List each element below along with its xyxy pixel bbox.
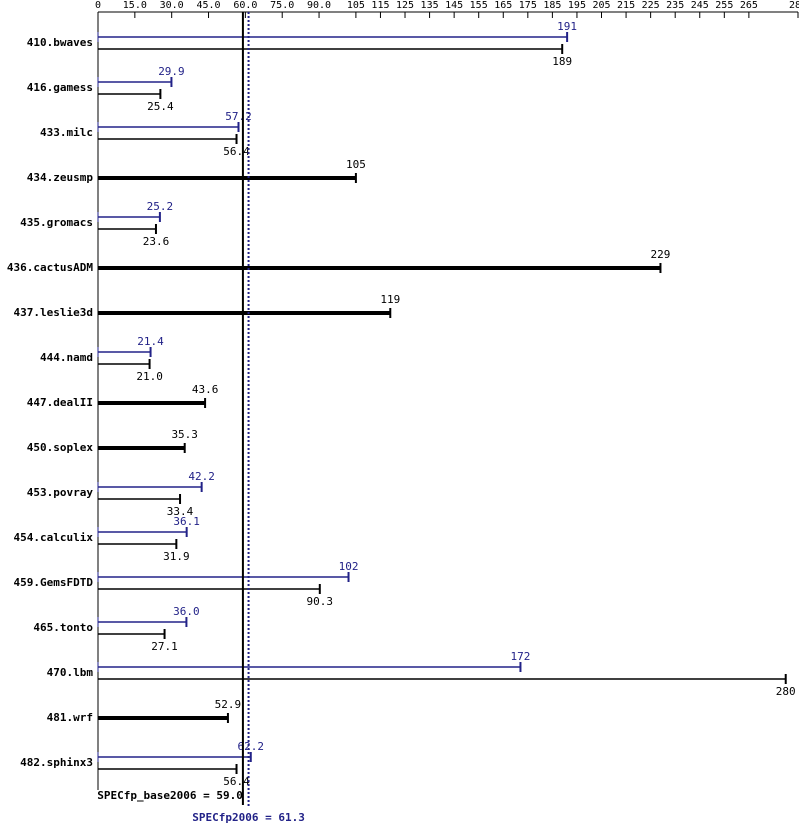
value-label: 90.3 [307,595,334,608]
category-label: 437.leslie3d [14,306,93,319]
category-label: 447.dealII [27,396,93,409]
value-label: 25.2 [147,200,174,213]
value-label: 280 [776,685,796,698]
x-tick-label: 175 [519,0,537,11]
value-label: 56.4 [223,775,250,788]
x-tick-label: 145 [445,0,463,11]
category-label: 459.GemsFDTD [14,576,94,589]
base-score-label: SPECfp_base2006 = 59.0 [97,789,243,802]
x-tick-label: 255 [715,0,733,11]
x-tick-label: 285 [789,0,799,11]
x-tick-label: 135 [421,0,439,11]
peak-score-label: SPECfp2006 = 61.3 [192,811,305,824]
value-label: 102 [339,560,359,573]
x-tick-label: 0 [95,0,101,11]
category-label: 434.zeusmp [27,171,94,184]
x-tick-label: 215 [617,0,635,11]
x-tick-label: 245 [691,0,709,11]
value-label: 43.6 [192,383,219,396]
value-label: 52.9 [215,698,242,711]
x-tick-label: 195 [568,0,586,11]
value-label: 21.4 [137,335,164,348]
category-label: 435.gromacs [20,216,93,229]
x-tick-label: 205 [592,0,610,11]
x-tick-label: 265 [740,0,758,11]
value-label: 33.4 [167,505,194,518]
category-label: 465.tonto [33,621,93,634]
value-label: 42.2 [188,470,215,483]
value-label: 29.9 [158,65,185,78]
value-label: 56.4 [223,145,250,158]
value-label: 25.4 [147,100,174,113]
category-label: 433.milc [40,126,93,139]
category-label: 450.soplex [27,441,94,454]
value-label: 105 [346,158,366,171]
category-label: 410.bwaves [27,36,93,49]
category-label: 453.povray [27,486,94,499]
value-label: 189 [552,55,572,68]
value-label: 191 [557,20,577,33]
x-tick-label: 30.0 [160,0,184,11]
x-tick-label: 45.0 [196,0,220,11]
category-label: 482.sphinx3 [20,756,93,769]
x-tick-label: 60.0 [233,0,257,11]
x-tick-label: 225 [642,0,660,11]
value-label: 35.3 [171,428,198,441]
x-tick-label: 90.0 [307,0,331,11]
value-label: 229 [651,248,671,261]
x-tick-label: 235 [666,0,684,11]
x-tick-label: 165 [494,0,512,11]
x-tick-label: 105 [347,0,365,11]
value-label: 172 [511,650,531,663]
x-tick-label: 155 [470,0,488,11]
value-label: 23.6 [143,235,170,248]
value-label: 119 [380,293,400,306]
value-label: 31.9 [163,550,190,563]
value-label: 21.0 [136,370,163,383]
value-label: 36.0 [173,605,200,618]
category-label: 416.gamess [27,81,93,94]
x-tick-label: 125 [396,0,414,11]
value-label: 62.2 [238,740,265,753]
category-label: 470.lbm [47,666,94,679]
category-label: 444.namd [40,351,93,364]
category-label: 436.cactusADM [7,261,93,274]
category-label: 481.wrf [47,711,93,724]
x-tick-label: 15.0 [123,0,147,11]
x-tick-label: 185 [543,0,561,11]
x-tick-label: 115 [371,0,389,11]
value-label: 27.1 [151,640,178,653]
value-label: 57.2 [225,110,252,123]
x-tick-label: 75.0 [270,0,294,11]
category-label: 454.calculix [14,531,94,544]
value-label: 36.1 [173,515,200,528]
